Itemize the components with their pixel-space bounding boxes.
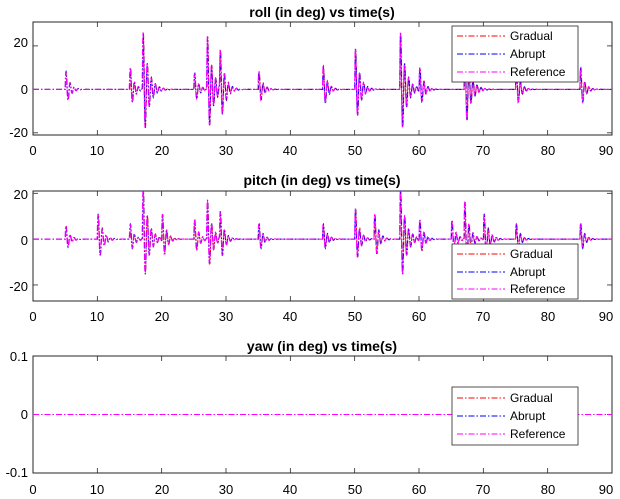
pitch-legend-reference-label: Reference bbox=[510, 282, 566, 296]
yaw-x-ticks: 0 10 20 30 40 50 60 70 80 90 bbox=[29, 482, 613, 497]
roll-series-abrupt bbox=[33, 33, 613, 128]
yaw-ytick-label: 0 bbox=[21, 407, 28, 422]
yaw-xtick-label: 90 bbox=[599, 482, 613, 497]
yaw-xtick-label: 30 bbox=[219, 482, 233, 497]
pitch-legend-abrupt-label: Abrupt bbox=[510, 265, 546, 279]
pitch-ytick-label: 20 bbox=[14, 187, 28, 202]
roll-legend-abrupt-label: Abrupt bbox=[510, 47, 546, 61]
roll-xtick-label: 70 bbox=[476, 143, 490, 158]
roll-xtick-label: 20 bbox=[155, 143, 169, 158]
pitch-xtick-label: 0 bbox=[29, 309, 36, 324]
yaw-xtick-label: 10 bbox=[90, 482, 104, 497]
yaw-xtick-label: 20 bbox=[155, 482, 169, 497]
pitch-xtick-label: 60 bbox=[412, 309, 426, 324]
yaw-xtick-label: 80 bbox=[541, 482, 555, 497]
pitch-ytick-label: 0 bbox=[21, 233, 28, 248]
roll-ytick-label: -20 bbox=[9, 125, 28, 140]
yaw-series bbox=[32, 355, 613, 474]
roll-series-reference bbox=[33, 32, 613, 128]
yaw-xtick-label: 60 bbox=[412, 482, 426, 497]
roll-series bbox=[32, 22, 613, 135]
pitch-xtick-label: 90 bbox=[599, 309, 613, 324]
roll-xtick-label: 50 bbox=[348, 143, 362, 158]
pitch-xtick-label: 10 bbox=[90, 309, 104, 324]
yaw-title: yaw (in deg) vs time(s) bbox=[247, 338, 397, 354]
roll-xtick-label: 40 bbox=[283, 143, 297, 158]
roll-xtick-label: 0 bbox=[29, 143, 36, 158]
roll-legend-gradual-label: Gradual bbox=[510, 29, 553, 43]
roll-xtick-label: 10 bbox=[90, 143, 104, 158]
roll-xtick-label: 30 bbox=[219, 143, 233, 158]
pitch-legend-gradual-label: Gradual bbox=[510, 247, 553, 261]
roll-plot: roll (in deg) vs time(s) 20 0 -20 0 10 2… bbox=[9, 4, 613, 158]
roll-xtick-label: 60 bbox=[412, 143, 426, 158]
yaw-y-ticks: 0.1 0 -0.1 bbox=[6, 349, 28, 480]
roll-ytick-label: 0 bbox=[21, 82, 28, 97]
pitch-xtick-label: 70 bbox=[476, 309, 490, 324]
pitch-xtick-label: 50 bbox=[348, 309, 362, 324]
yaw-plot: yaw (in deg) vs time(s) 0.1 0 -0.1 0 10 … bbox=[6, 338, 614, 497]
roll-legend: Gradual Abrupt Reference bbox=[451, 25, 579, 83]
roll-x-ticks: 0 10 20 30 40 50 60 70 80 90 bbox=[29, 143, 613, 158]
pitch-xtick-label: 20 bbox=[155, 309, 169, 324]
roll-y-ticks: 20 0 -20 bbox=[9, 35, 28, 140]
pitch-ytick-label: -20 bbox=[9, 279, 28, 294]
roll-legend-reference-label: Reference bbox=[510, 65, 566, 79]
yaw-xtick-label: 70 bbox=[476, 482, 490, 497]
pitch-plot: pitch (in deg) vs time(s) 20 0 -20 0 10 … bbox=[9, 172, 613, 324]
pitch-title: pitch (in deg) vs time(s) bbox=[243, 172, 400, 188]
yaw-legend-abrupt-label: Abrupt bbox=[510, 409, 546, 423]
roll-ytick-label: 20 bbox=[14, 35, 28, 50]
pitch-xtick-label: 30 bbox=[219, 309, 233, 324]
roll-title: roll (in deg) vs time(s) bbox=[249, 4, 394, 20]
yaw-xtick-label: 40 bbox=[283, 482, 297, 497]
yaw-legend: Gradual Abrupt Reference bbox=[451, 386, 579, 446]
pitch-xtick-label: 40 bbox=[283, 309, 297, 324]
yaw-ytick-label: 0.1 bbox=[10, 349, 28, 364]
yaw-xtick-label: 50 bbox=[348, 482, 362, 497]
yaw-xtick-label: 0 bbox=[29, 482, 36, 497]
yaw-ytick-label: -0.1 bbox=[6, 465, 28, 480]
pitch-series-reference bbox=[33, 190, 613, 275]
pitch-y-ticks: 20 0 -20 bbox=[9, 187, 28, 294]
yaw-legend-reference-label: Reference bbox=[510, 427, 566, 441]
pitch-xtick-label: 80 bbox=[541, 309, 555, 324]
pitch-legend: Gradual Abrupt Reference bbox=[451, 243, 579, 300]
pitch-x-ticks: 0 10 20 30 40 50 60 70 80 90 bbox=[29, 309, 613, 324]
roll-xtick-label: 90 bbox=[599, 143, 613, 158]
roll-xtick-label: 80 bbox=[541, 143, 555, 158]
yaw-legend-gradual-label: Gradual bbox=[510, 391, 553, 405]
